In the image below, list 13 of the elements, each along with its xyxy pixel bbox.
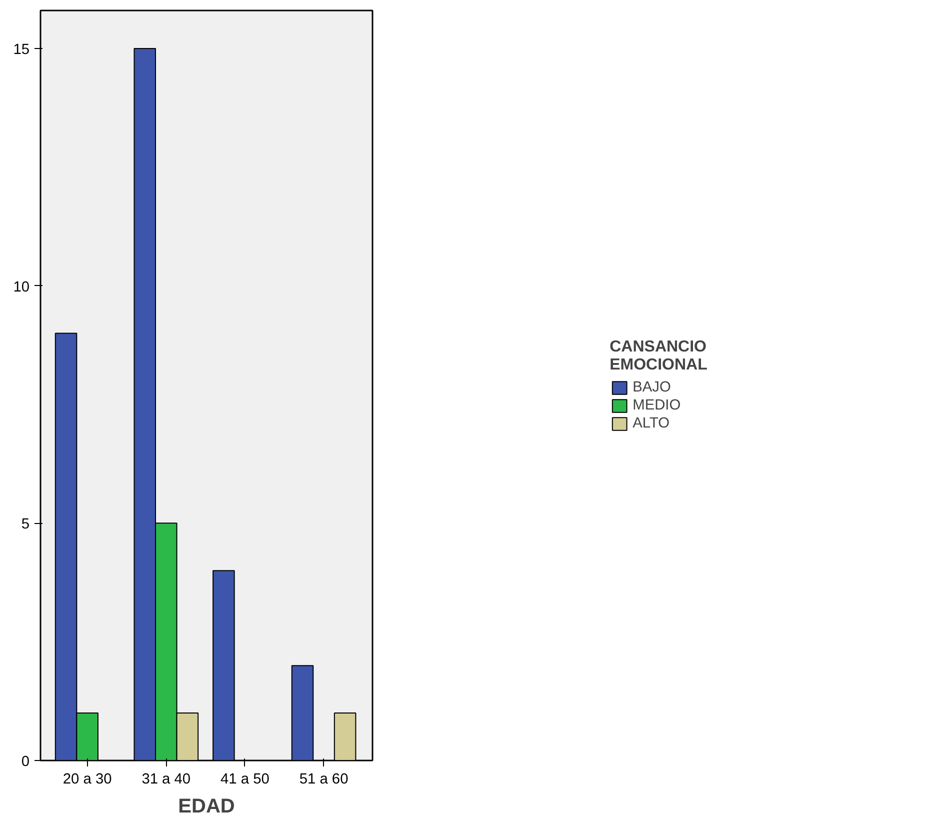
y-tick-label: 15	[13, 42, 30, 58]
y-tick-label: 0	[21, 754, 30, 770]
x-tick-label: 41 a 50	[220, 772, 270, 788]
legend-label: ALTO	[632, 416, 670, 432]
legend-label: BAJO	[632, 380, 671, 396]
y-tick-label: 5	[21, 516, 30, 533]
x-tick-label: 20 a 30	[62, 772, 112, 788]
legend-label: MEDIO	[632, 398, 681, 414]
x-axis-title: EDAD	[178, 796, 235, 818]
x-tick-label: 51 a 60	[299, 772, 348, 788]
legend-title: CANSANCIO EMOCIONAL	[610, 338, 708, 374]
y-tick-label: 10	[13, 279, 30, 296]
x-tick-label: 31 a 40	[142, 772, 191, 788]
